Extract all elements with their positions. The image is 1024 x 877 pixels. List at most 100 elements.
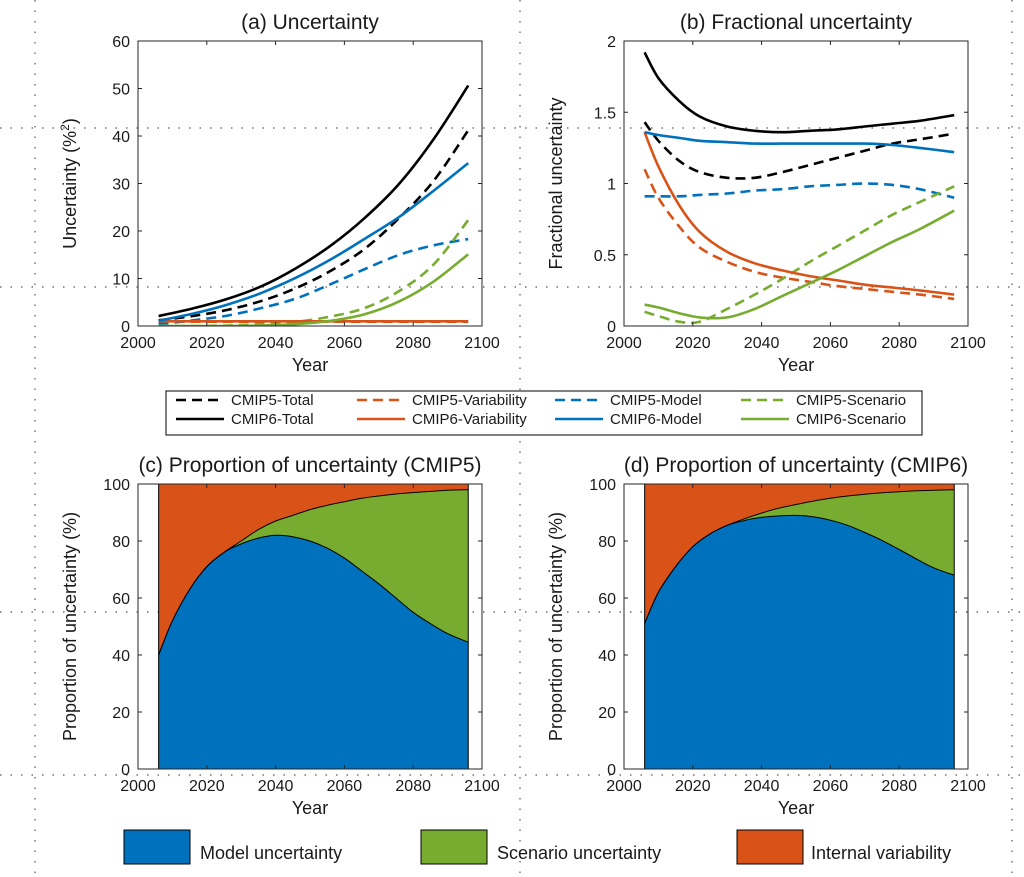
x-tick-label: 2080 (881, 335, 917, 352)
series-lines-a (158, 84, 470, 326)
y-tick-label: 20 (598, 705, 616, 722)
series-line-cmip5-total (158, 129, 470, 322)
x-tick-label: 2100 (950, 778, 986, 795)
x-tick-label: 2000 (606, 335, 642, 352)
y-tick-label: 60 (112, 591, 130, 608)
legend-label-cmip5-model: CMIP5-Model (610, 392, 702, 409)
y-tick-label: 0 (607, 319, 616, 336)
y-tick-label: 0.5 (594, 248, 616, 265)
panel-title-d: (d) Proportion of uncertainty (CMIP6) (624, 454, 968, 477)
series-line-cmip5-total (643, 121, 955, 180)
x-tick-label: 2060 (813, 778, 849, 795)
y-tick-label: 80 (112, 534, 130, 551)
y-tick-label: 0 (121, 319, 130, 336)
y-axis-label-d: Proportion of uncertainty (%) (546, 512, 566, 741)
x-tick-label: 2020 (189, 335, 225, 352)
series-legend-box (165, 390, 923, 436)
y-tick-label: 40 (598, 648, 616, 665)
x-tick-label: 2020 (675, 335, 711, 352)
series-line-cmip6-variability (643, 131, 955, 296)
area-edge-model (644, 514, 955, 624)
legend-area-label-2: Scenario uncertainty (497, 843, 661, 863)
series-line-cmip6-model (158, 162, 470, 323)
x-tick-label: 2040 (258, 335, 294, 352)
series-legend: CMIP5-Total CMIP5-Variability CMIP5-Model C… (165, 390, 923, 436)
panel-c-proportion-cmip5: 2000 2020 2040 2060 2080 2100020406080100(c) … (60, 454, 500, 818)
panel-title-c: (c) Proportion of uncertainty (CMIP5) (138, 454, 481, 477)
legend-label-cmip6-variability: CMIP6-Variability (412, 411, 527, 428)
axes-box-b (623, 40, 969, 327)
x-tick-label: 2000 (606, 778, 642, 795)
series-line-cmip5-scenario (644, 185, 955, 325)
x-axis-label-a: Year (292, 355, 328, 375)
legend-area-swatch-2 (420, 829, 488, 865)
x-tick-label: 2080 (881, 778, 917, 795)
y-axis-label-tail: ) (60, 118, 80, 124)
x-tick-label: 2100 (950, 335, 986, 352)
series-line-cmip6-scenario (158, 253, 470, 326)
x-axis-label-d: Year (778, 798, 814, 818)
panel-b-fractional-uncertainty: 2000 2020 2040 2060 2080 2100 0 0.5 1 1.5 2 (b) Fra… (546, 11, 986, 375)
x-tick-label: 2040 (744, 335, 780, 352)
legend-label-cmip5-scenario: CMIP5-Scenario (796, 392, 906, 409)
legend-label-cmip5-total: CMIP5-Total (231, 392, 314, 409)
x-axis-label-b: Year (778, 355, 814, 375)
series-line-cmip6-model (644, 130, 955, 154)
legend-label-cmip6-total: CMIP6-Total (231, 411, 314, 428)
series-line-cmip5-model (644, 182, 955, 200)
series-line-cmip6-total (643, 51, 955, 134)
legend-label-cmip6-model: CMIP6-Model (610, 411, 702, 428)
y-axis-label-c: Proportion of uncertainty (%) (60, 512, 80, 741)
panel-title-b: (b) Fractional uncertainty (680, 11, 913, 34)
y-tick-label: 40 (112, 129, 130, 146)
y-axis-label-superscript: 2 (58, 124, 72, 131)
y-tick-label: 30 (112, 177, 130, 194)
x-tick-label: 2000 (120, 335, 156, 352)
y-tick-label: 1.5 (594, 105, 616, 122)
legend-area-label-1: Model uncertainty (200, 843, 342, 863)
x-tick-label: 2060 (327, 335, 363, 352)
x-tick-label: 2020 (189, 778, 225, 795)
panel-a-uncertainty: 2000 2020 2040 2060 2080 2100 0 10 20 30 40 50 60 (a)… (58, 11, 500, 375)
x-tick-label: 2000 (120, 778, 156, 795)
x-tick-label: 2080 (395, 335, 431, 352)
legend-area-label-3: Internal variability (811, 843, 951, 863)
x-tick-label: 2100 (464, 335, 500, 352)
x-tick-label: 2060 (813, 335, 849, 352)
x-tick-label: 2040 (744, 778, 780, 795)
legend-label-cmip6-scenario: CMIP6-Scenario (796, 411, 906, 428)
y-tick-label: 100 (589, 477, 616, 494)
y-tick-label: 40 (112, 648, 130, 665)
series-line-cmip6-total (158, 84, 470, 318)
legend-area-swatch-1 (123, 829, 191, 865)
y-tick-label: 2 (607, 34, 616, 51)
y-axis-label-b: Fractional uncertainty (546, 97, 566, 269)
y-tick-label: 0 (121, 762, 130, 779)
x-tick-label: 2060 (327, 778, 363, 795)
y-tick-label: 1 (607, 177, 616, 194)
panel-title-a: (a) Uncertainty (241, 11, 379, 34)
x-tick-label: 2100 (464, 778, 500, 795)
x-tick-label: 2040 (258, 778, 294, 795)
y-tick-label: 60 (598, 591, 616, 608)
y-tick-label: 50 (112, 82, 130, 99)
legend-label-cmip5-variability: CMIP5-Variability (412, 392, 527, 409)
y-tick-label: 80 (598, 534, 616, 551)
x-tick-label: 2020 (675, 778, 711, 795)
y-tick-label: 10 (112, 272, 130, 289)
x-tick-label: 2080 (395, 778, 431, 795)
axes-box-c (137, 483, 483, 770)
y-axis-label-a: Uncertainty (%2) (58, 118, 80, 249)
area-legend: Model uncertainty Scenario uncertainty Int… (123, 829, 951, 865)
series-line-cmip5-model (158, 237, 469, 326)
axes-box-d (623, 483, 969, 770)
panel-d-proportion-cmip6: 2000 2020 2040 2060 2080 2100020406080100(d) … (546, 454, 986, 818)
area-model-uncertainty (644, 515, 955, 769)
x-axis-label-c: Year (292, 798, 328, 818)
y-axis-label-text: Uncertainty (% (60, 131, 80, 249)
y-tick-label: 60 (112, 34, 130, 51)
y-tick-label: 20 (112, 224, 130, 241)
series-line-cmip6-scenario (644, 209, 955, 320)
series-lines-b (643, 51, 955, 325)
